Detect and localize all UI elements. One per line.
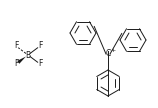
Polygon shape [17,56,26,64]
Text: +: + [110,48,116,52]
Text: F: F [14,41,18,51]
Text: F: F [38,60,42,68]
Text: F: F [38,41,42,51]
Text: F: F [14,60,18,68]
Text: B: B [25,51,30,60]
Text: C: C [105,48,111,57]
